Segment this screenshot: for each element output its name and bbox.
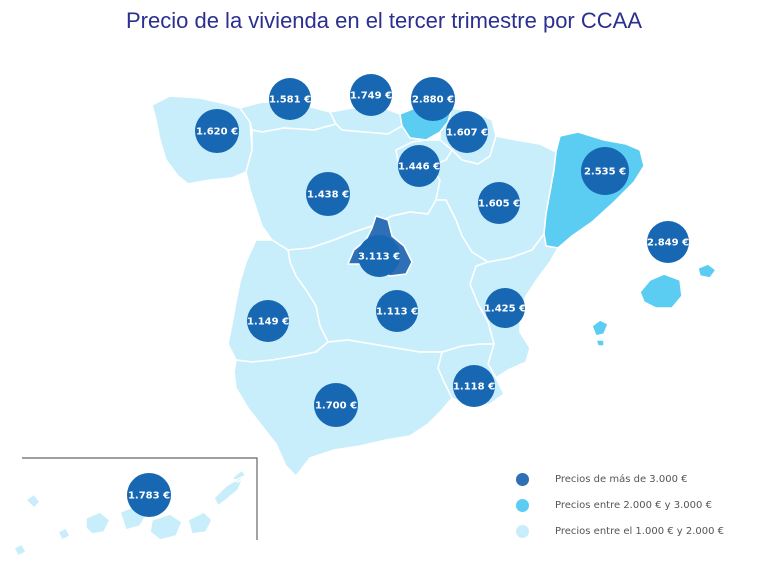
legend-swatch-high — [516, 472, 529, 486]
price-marker-valencia — [485, 288, 525, 328]
legend-item-low: Precios entre el 1.000 € y 2.000 € — [516, 518, 756, 544]
region-baleares — [591, 263, 717, 347]
legend-swatch-low — [516, 524, 529, 538]
price-marker-cataluna — [581, 147, 629, 195]
price-label-valencia: 1.425 € — [484, 304, 526, 315]
price-marker-extremadura — [247, 300, 289, 342]
legend-swatch-mid — [516, 498, 529, 512]
price-label-cantabria: 1.749 € — [350, 91, 392, 102]
price-label-cataluna: 2.535 € — [584, 167, 626, 178]
price-label-navarra: 1.607 € — [446, 128, 488, 139]
price-label-extremadura: 1.149 € — [247, 317, 289, 328]
legend-item-mid: Precios entre 2.000 € y 3.000 € — [516, 492, 756, 518]
price-label-la-rioja: 1.446 € — [398, 162, 440, 173]
legend-label-low: Precios entre el 1.000 € y 2.000 € — [555, 525, 725, 537]
price-label-galicia: 1.620 € — [196, 127, 238, 138]
price-label-murcia: 1.118 € — [453, 382, 495, 393]
price-marker-andalucia — [314, 383, 358, 427]
price-marker-asturias — [269, 78, 311, 120]
legend-item-high: Precios de más de 3.000 € — [516, 466, 756, 492]
canarias-inset-frame — [22, 457, 258, 540]
legend-label-high: Precios de más de 3.000 € — [555, 473, 688, 485]
price-label-andalucia: 1.700 € — [315, 401, 357, 412]
price-marker-pais-vasco — [411, 77, 455, 121]
price-marker-aragon — [478, 182, 520, 224]
map-title: Precio de la vivienda en el tercer trime… — [126, 8, 642, 33]
price-marker-canarias — [127, 473, 171, 517]
price-marker-murcia — [453, 365, 495, 407]
price-label-madrid: 3.113 € — [358, 252, 400, 263]
legend: Precios de más de 3.000 € Precios entre … — [516, 466, 756, 544]
price-marker-castilla-y-leon — [306, 172, 350, 216]
price-label-canarias: 1.783 € — [128, 491, 170, 502]
price-marker-madrid — [358, 235, 400, 277]
price-marker-cantabria — [350, 74, 392, 116]
price-label-aragon: 1.605 € — [478, 199, 520, 210]
price-marker-navarra — [446, 111, 488, 153]
price-marker-la-rioja — [398, 145, 440, 187]
price-label-castilla-la-mancha: 1.113 € — [376, 307, 418, 318]
region-canarias — [13, 469, 247, 557]
legend-label-mid: Precios entre 2.000 € y 3.000 € — [555, 499, 712, 511]
price-label-asturias: 1.581 € — [269, 95, 311, 106]
price-label-castilla-y-leon: 1.438 € — [307, 190, 349, 201]
price-marker-baleares — [647, 221, 689, 263]
price-marker-galicia — [195, 109, 239, 153]
price-label-baleares: 2.849 € — [647, 238, 689, 249]
price-marker-castilla-la-mancha — [376, 290, 418, 332]
price-label-pais-vasco: 2.880 € — [412, 95, 454, 106]
